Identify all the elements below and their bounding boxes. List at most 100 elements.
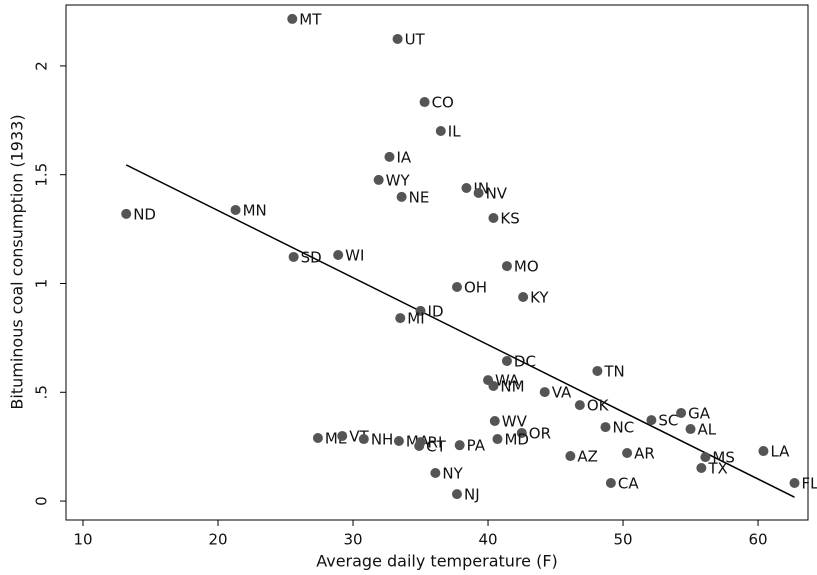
plot-frame [65, 4, 809, 521]
point-label: VA [552, 384, 572, 402]
point-label: MS [712, 449, 734, 467]
point-label: OH [464, 278, 487, 296]
y-axis-title: Bituminous coal consumption (1933) [8, 114, 27, 409]
point [435, 125, 446, 136]
point [312, 432, 323, 443]
fit-line [125, 164, 795, 498]
point [539, 387, 550, 398]
point [501, 261, 512, 272]
point-label: IL [448, 122, 461, 140]
point [288, 251, 299, 262]
point [676, 407, 687, 418]
point [605, 478, 616, 489]
point [337, 431, 348, 442]
point-label: KS [500, 210, 519, 228]
point [392, 33, 403, 44]
point-label: NH [371, 431, 394, 449]
point-label: NM [500, 377, 524, 395]
point [646, 415, 657, 426]
point [516, 427, 527, 438]
point-label: WA [495, 372, 520, 390]
point-label: MD [504, 431, 529, 449]
point [393, 436, 404, 447]
point [415, 305, 426, 316]
point [451, 281, 462, 292]
point [488, 380, 499, 391]
point-label: MI [407, 310, 424, 328]
point [395, 313, 406, 324]
point-label: MN [243, 201, 267, 219]
point-label: AZ [577, 448, 598, 466]
y-tick-label: 1 [33, 279, 51, 289]
point [600, 422, 611, 433]
point-label: MO [514, 258, 539, 276]
x-tick-label: 60 [749, 531, 768, 549]
point [488, 213, 499, 224]
point [574, 400, 585, 411]
y-tick-label: .5 [33, 385, 51, 399]
point-label: GA [688, 404, 711, 422]
point [230, 204, 241, 215]
point-label: UT [405, 30, 426, 48]
point-label: SD [301, 248, 322, 266]
point [473, 187, 484, 198]
point-label: CO [432, 94, 454, 112]
point [789, 478, 800, 489]
point [414, 441, 425, 452]
point-label: ND [133, 205, 156, 223]
x-tick-label: 40 [478, 531, 497, 549]
point-label: TX [707, 459, 727, 477]
point-label: AL [698, 421, 717, 439]
point-label: MT [299, 10, 322, 28]
point [396, 191, 407, 202]
point-label: OK [587, 397, 610, 415]
point [373, 174, 384, 185]
point-label: AR [634, 444, 655, 462]
x-tick-label: 50 [613, 531, 632, 549]
x-tick-label: 20 [208, 531, 227, 549]
y-tick-label: 0 [33, 496, 51, 506]
point [461, 182, 472, 193]
point-label: LA [770, 443, 790, 461]
y-tick-label: 2 [33, 61, 51, 71]
point [622, 447, 633, 458]
point-label: PA [467, 437, 486, 455]
x-tick-label: 10 [73, 531, 92, 549]
point [565, 451, 576, 462]
point [358, 434, 369, 445]
point [333, 249, 344, 260]
point-label: CT [426, 438, 446, 456]
point [501, 355, 512, 366]
point [287, 13, 298, 24]
point [430, 468, 441, 479]
point-label: NE [409, 188, 430, 206]
point [700, 452, 711, 463]
point-label: SC [658, 412, 678, 430]
x-tick-label: 30 [343, 531, 362, 549]
x-axis-title: Average daily temperature (F) [316, 552, 558, 571]
point-label: NY [442, 465, 463, 483]
point [454, 440, 465, 451]
point [685, 424, 696, 435]
point [492, 434, 503, 445]
point-label: TN [603, 362, 624, 380]
point [384, 151, 395, 162]
y-tick-label: 1.5 [33, 163, 51, 187]
point-label: CA [618, 475, 639, 493]
point [451, 489, 462, 500]
point-label: OR [529, 424, 551, 442]
point-label: ID [428, 302, 444, 320]
point-label: WI [345, 246, 364, 264]
point [121, 208, 132, 219]
point-label: FL [801, 475, 817, 493]
point-label: WV [502, 413, 528, 431]
point-label: NC [612, 419, 634, 437]
point [419, 97, 430, 108]
point-label: DC [514, 352, 536, 370]
point-label: IA [396, 148, 411, 166]
point-label: NV [486, 184, 508, 202]
point [489, 416, 500, 427]
point [518, 291, 529, 302]
point-label: KY [530, 288, 549, 306]
